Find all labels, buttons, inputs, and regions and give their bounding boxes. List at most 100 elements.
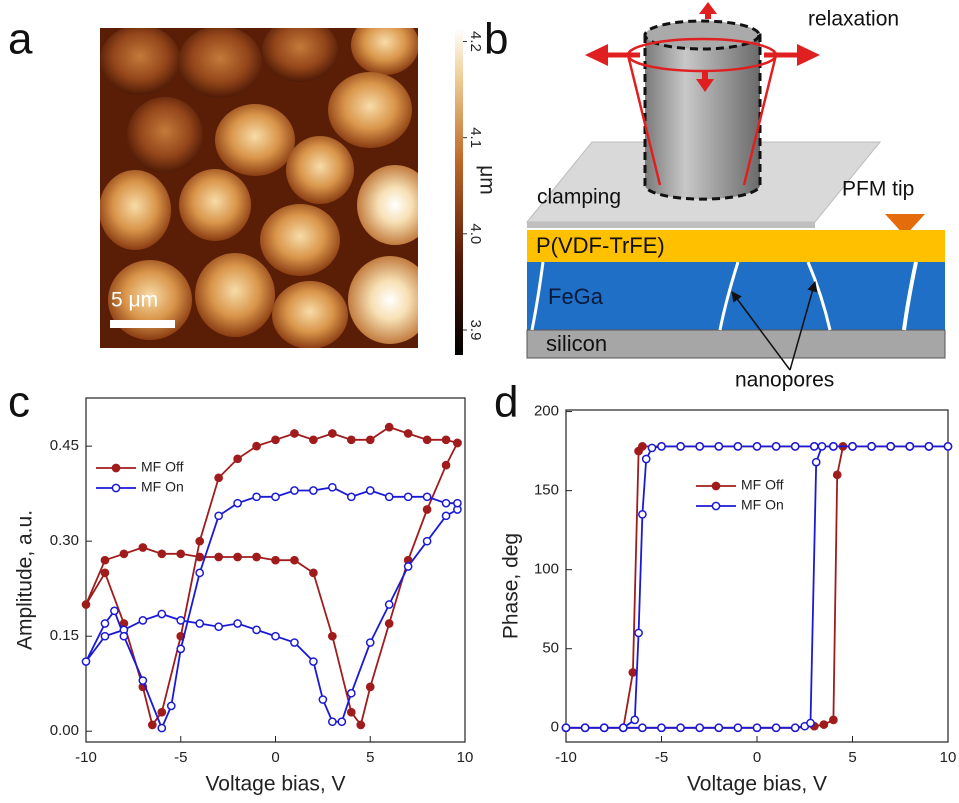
data-point <box>234 553 241 560</box>
data-point <box>101 557 108 564</box>
y-axis-title: Amplitude, a.u. <box>14 510 37 650</box>
data-point <box>168 702 175 709</box>
data-point <box>601 724 608 731</box>
data-point <box>696 443 703 450</box>
x-tick-label: -10 <box>75 749 97 766</box>
x-tick-label: 10 <box>457 749 474 766</box>
data-point <box>753 724 760 731</box>
tip-label: PFM tip <box>842 178 914 201</box>
data-point <box>424 538 431 545</box>
panel-label: a <box>8 15 33 64</box>
data-point <box>215 623 222 630</box>
y-tick-label: 0.00 <box>50 722 79 739</box>
page: {"image_panel": {"panel_label": "a", "sc… <box>0 0 959 803</box>
data-point <box>405 493 412 500</box>
data-point <box>272 493 279 500</box>
data-point <box>620 724 627 731</box>
x-tick-label: 0 <box>753 749 761 766</box>
data-point <box>648 444 655 451</box>
data-point <box>139 677 146 684</box>
data-point <box>424 493 431 500</box>
data-point <box>773 443 780 450</box>
data-point <box>291 487 298 494</box>
data-point <box>442 462 449 469</box>
scale-bar <box>110 320 175 328</box>
legend-label: MF On <box>141 479 184 495</box>
data-point <box>454 500 461 507</box>
data-point <box>386 493 393 500</box>
data-point <box>677 443 684 450</box>
x-tick-label: 10 <box>940 749 957 766</box>
data-point <box>253 626 260 633</box>
data-point <box>807 719 814 726</box>
data-point <box>442 436 449 443</box>
panel-label: d <box>494 378 518 427</box>
legend-marker <box>712 482 719 489</box>
colorbar-tick-label: 4.2 <box>467 31 484 52</box>
data-point <box>158 724 165 731</box>
data-point <box>386 424 393 431</box>
data-point <box>215 553 222 560</box>
legend-marker <box>112 464 119 471</box>
data-point <box>811 443 818 450</box>
data-point <box>367 639 374 646</box>
data-point <box>348 493 355 500</box>
data-point <box>887 443 894 450</box>
colorbar-tick-label: 4.0 <box>467 223 484 244</box>
data-point <box>643 455 650 462</box>
y-tick-label: 0.30 <box>50 532 79 549</box>
data-point <box>357 721 364 728</box>
plot-frame <box>566 410 948 742</box>
data-point <box>196 553 203 560</box>
data-point <box>582 724 589 731</box>
data-point <box>639 511 646 518</box>
relaxation-label: relaxation <box>808 8 899 31</box>
x-tick-label: -5 <box>174 749 187 766</box>
data-point <box>635 448 642 455</box>
data-point <box>629 669 636 676</box>
figure: 5 μm a b relaxation clamping PFM tip P(V… <box>0 0 959 803</box>
data-point <box>820 721 827 728</box>
data-point <box>405 430 412 437</box>
data-point <box>196 569 203 576</box>
data-point <box>215 512 222 519</box>
data-point <box>792 724 799 731</box>
data-point <box>272 633 279 640</box>
data-point <box>196 538 203 545</box>
data-point <box>386 620 393 627</box>
layer-label: P(VDF-TrFE) <box>536 233 665 258</box>
data-point <box>111 607 118 614</box>
data-point <box>177 645 184 652</box>
data-point <box>753 443 760 450</box>
data-point <box>139 544 146 551</box>
data-point <box>715 724 722 731</box>
data-point <box>101 569 108 576</box>
data-point <box>849 443 856 450</box>
x-axis-title: Voltage bias, V <box>687 773 827 796</box>
data-point <box>734 724 741 731</box>
data-point <box>177 617 184 624</box>
data-point <box>813 459 820 466</box>
data-point <box>234 620 241 627</box>
data-point <box>310 487 317 494</box>
data-point <box>348 709 355 716</box>
data-point <box>120 550 127 557</box>
y-tick-label: 0.45 <box>50 437 79 454</box>
data-point <box>158 709 165 716</box>
panel-label: b <box>484 15 508 64</box>
data-point <box>196 620 203 627</box>
y-tick-label: 200 <box>534 403 559 420</box>
data-point <box>82 658 89 665</box>
data-point <box>442 512 449 519</box>
y-tick-label: 0.15 <box>50 627 79 644</box>
x-tick-label: -5 <box>655 749 668 766</box>
colorbar-label: μm <box>475 165 498 195</box>
x-tick-label: 0 <box>271 749 279 766</box>
data-point <box>906 443 913 450</box>
data-point <box>405 563 412 570</box>
colorbar-tick-label: 4.1 <box>467 127 484 148</box>
data-point <box>177 550 184 557</box>
data-point <box>101 620 108 627</box>
x-tick-label: -10 <box>555 749 577 766</box>
data-point <box>253 493 260 500</box>
